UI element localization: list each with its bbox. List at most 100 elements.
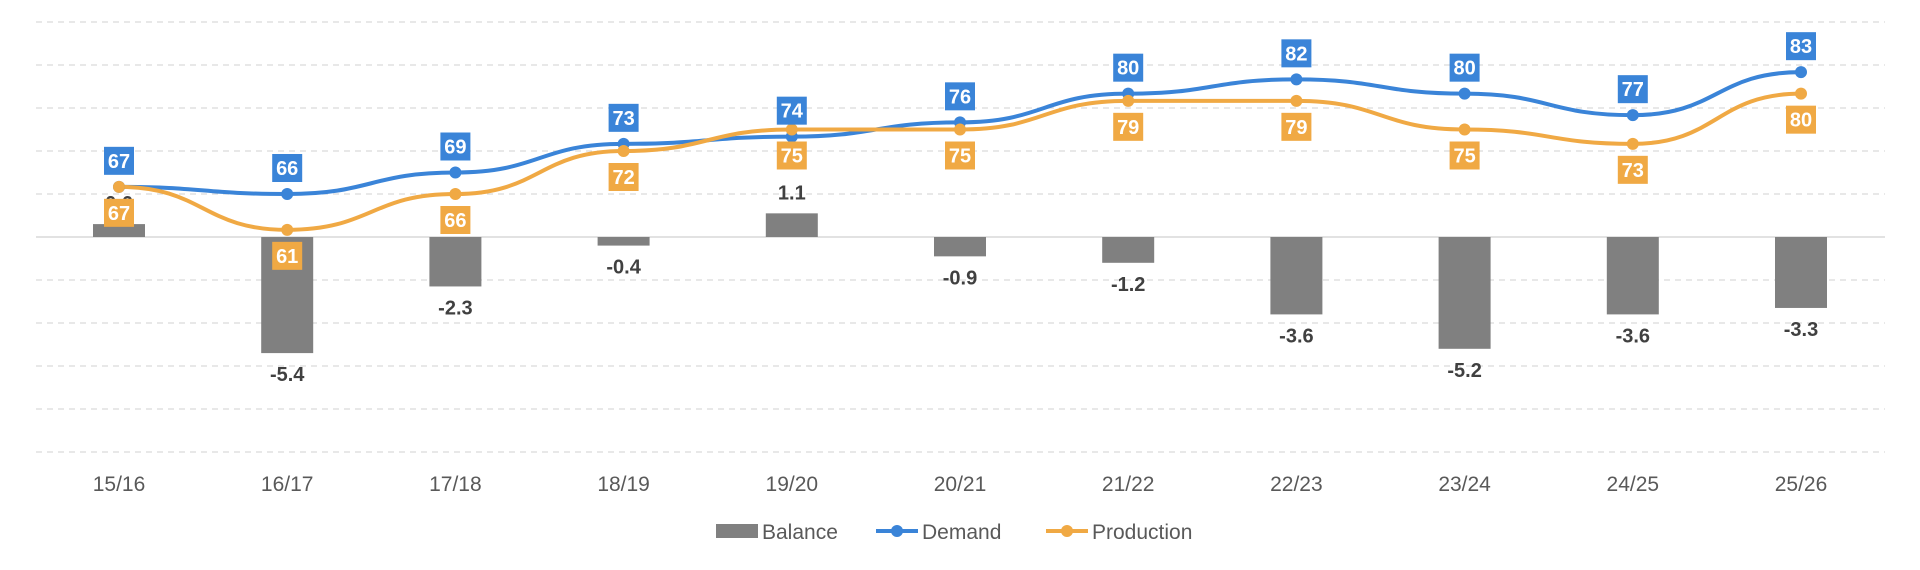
production-label-box — [1113, 112, 1144, 141]
production-value-label: 66 — [444, 210, 466, 232]
production-label-box — [272, 241, 303, 270]
balance-bar — [1102, 237, 1155, 263]
production-marker — [1795, 87, 1807, 100]
demand-marker — [1290, 73, 1303, 86]
x-tick-label: 19/20 — [766, 473, 819, 496]
balance-bar — [1775, 237, 1827, 308]
production-value-label: 72 — [612, 167, 634, 189]
demand-value-label: 80 — [1117, 58, 1139, 80]
demand-label-box — [1449, 53, 1480, 82]
demand-label-box — [440, 132, 471, 161]
balance-bar — [765, 213, 818, 237]
demand-label-box — [1786, 32, 1816, 61]
production-marker — [281, 223, 294, 236]
balance-bar — [93, 224, 145, 237]
series-markers — [113, 66, 1807, 236]
production-label-box — [1617, 155, 1648, 184]
demand-label-box — [608, 103, 639, 132]
production-marker — [449, 188, 462, 200]
demand-label-box — [776, 96, 807, 125]
production-value-label: 67 — [108, 203, 130, 225]
x-tick-label: 17/18 — [429, 473, 482, 496]
demand-marker — [1458, 87, 1471, 100]
production-value-label: 75 — [1453, 146, 1475, 168]
demand-marker — [1626, 109, 1639, 122]
production-marker — [1122, 94, 1135, 107]
x-axis-ticks: 15/16 16/17 17/18 18/19 19/20 20/21 21/22 22/23… — [93, 473, 1828, 496]
balance-bar — [1270, 237, 1323, 315]
balance-labels: 0.6-5.4-2.3-0.41.1-0.9-1.2-3.6-5.2-3.6-3… — [105, 182, 1818, 386]
legend-production-label: Production — [1092, 521, 1192, 544]
production-marker — [1290, 94, 1303, 107]
demand-value-label: 66 — [276, 158, 298, 180]
production-label-box — [440, 206, 471, 234]
balance-bar — [429, 237, 482, 287]
production-label-box — [1786, 105, 1816, 134]
demand-label-box — [1617, 75, 1648, 104]
production-marker — [617, 145, 630, 157]
demand-value-label: 69 — [444, 137, 466, 159]
x-tick-label: 20/21 — [934, 473, 987, 496]
production-label-box — [104, 198, 134, 227]
balance-bar — [934, 237, 986, 257]
demand-marker — [449, 166, 462, 179]
production-value-label: 61 — [276, 246, 298, 268]
balance-value-label: -0.4 — [606, 257, 641, 279]
series-labels: 67 66 69 73 74 76 80 82 80 77 83 67 61 66 72 75 75 79 79 75… — [104, 32, 1816, 270]
legend-demand-marker — [891, 525, 903, 537]
legend-production-marker — [1061, 525, 1073, 537]
balance-value-label: -5.2 — [1447, 360, 1481, 382]
production-marker — [113, 180, 125, 193]
demand-label-box — [1281, 39, 1312, 68]
demand-label-box — [945, 82, 975, 111]
demand-label-box — [272, 154, 303, 182]
demand-label-box — [104, 146, 134, 175]
production-value-label: 79 — [1117, 117, 1139, 139]
production-marker — [785, 123, 798, 136]
production-value-label: 79 — [1285, 117, 1307, 139]
x-tick-label: 21/22 — [1102, 473, 1155, 496]
demand-marker — [281, 188, 294, 200]
balance-value-label: 1.1 — [778, 182, 806, 204]
x-tick-label: 16/17 — [261, 473, 314, 496]
production-label-box — [1449, 141, 1480, 170]
production-marker — [954, 123, 966, 136]
demand-label-box — [1113, 53, 1144, 82]
production-value-label: 73 — [1622, 160, 1644, 182]
balance-value-label: -5.4 — [270, 364, 305, 386]
legend-balance-label: Balance — [762, 521, 838, 544]
balance-value-label: -3.3 — [1784, 319, 1818, 341]
production-marker — [1626, 137, 1639, 150]
balance-bar — [1606, 237, 1659, 315]
x-tick-label: 25/26 — [1775, 473, 1828, 496]
production-value-label: 75 — [781, 146, 803, 168]
balance-value-label: -0.9 — [943, 267, 977, 289]
production-marker — [1458, 123, 1471, 136]
demand-value-label: 77 — [1622, 79, 1644, 101]
x-tick-label: 18/19 — [597, 473, 650, 496]
demand-value-label: 67 — [108, 151, 130, 173]
balance-value-label: -3.6 — [1279, 325, 1313, 347]
demand-value-label: 76 — [949, 86, 971, 108]
balance-value-label: -3.6 — [1616, 325, 1650, 347]
production-label-box — [1281, 112, 1312, 141]
legend-balance-swatch — [716, 524, 758, 538]
balance-bar — [597, 237, 650, 246]
production-value-label: 75 — [949, 146, 971, 168]
x-tick-label: 22/23 — [1270, 473, 1323, 496]
legend-demand-label: Demand — [922, 521, 1001, 544]
x-tick-label: 24/25 — [1607, 473, 1660, 496]
demand-value-label: 73 — [612, 108, 634, 130]
production-label-box — [776, 141, 807, 170]
demand-marker — [1795, 66, 1807, 79]
demand-value-label: 83 — [1790, 36, 1812, 58]
demand-value-label: 82 — [1285, 43, 1307, 65]
demand-value-label: 74 — [781, 101, 804, 123]
demand-value-label: 80 — [1453, 58, 1475, 80]
production-value-label: 80 — [1790, 110, 1812, 132]
production-label-box — [945, 141, 975, 170]
legend: Balance Demand Production — [716, 521, 1192, 544]
balance-bar — [1438, 237, 1491, 349]
